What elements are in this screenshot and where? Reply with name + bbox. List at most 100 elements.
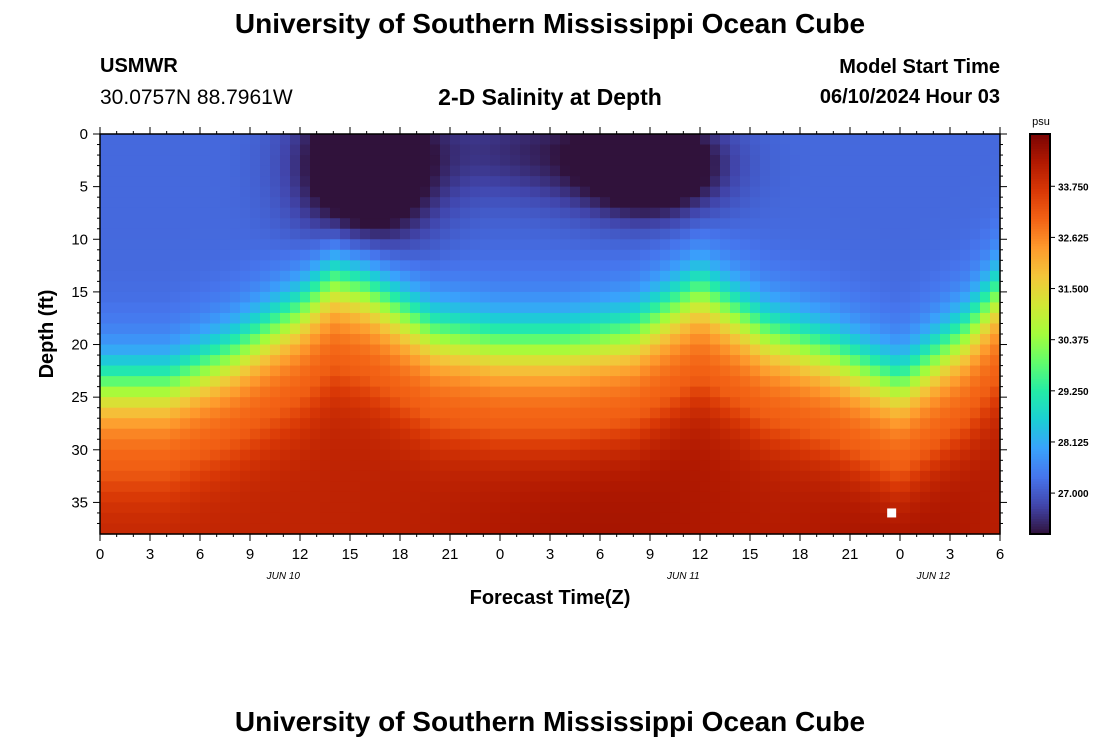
heatmap-cell	[970, 270, 981, 282]
heatmap-cell	[970, 155, 981, 167]
heatmap-cell	[430, 334, 441, 346]
heatmap-cell	[990, 512, 1001, 525]
heatmap-cell	[530, 239, 541, 251]
colorbar-segment	[1030, 246, 1050, 250]
heatmap-cell	[890, 312, 901, 325]
heatmap-cell	[770, 249, 781, 261]
heatmap-cell	[300, 176, 311, 188]
heatmap-cell	[870, 218, 881, 230]
heatmap-cell	[430, 323, 441, 335]
heatmap-cell	[270, 260, 281, 272]
heatmap-cell	[880, 260, 891, 272]
heatmap-cell	[640, 334, 651, 346]
heatmap-cell	[360, 481, 371, 493]
heatmap-cell	[210, 355, 221, 367]
heatmap-cell	[120, 523, 131, 535]
heatmap-cell	[100, 502, 111, 514]
heatmap-cell	[130, 428, 141, 440]
heatmap-cell	[100, 334, 111, 346]
heatmap-cell	[700, 218, 711, 230]
heatmap-cell	[540, 260, 551, 272]
heatmap-cell	[500, 239, 511, 251]
heatmap-cell	[280, 134, 291, 146]
heatmap-cell	[180, 355, 191, 367]
heatmap-cell	[950, 334, 961, 346]
heatmap-cell	[260, 155, 271, 167]
heatmap-cell	[300, 376, 311, 388]
heatmap-cell	[860, 281, 871, 293]
heatmap-cell	[310, 407, 321, 419]
heatmap-cell	[790, 207, 801, 219]
heatmap-cell	[240, 270, 251, 282]
heatmap-cell	[690, 449, 701, 461]
heatmap-cell	[680, 512, 691, 525]
heatmap-cell	[910, 460, 921, 472]
heatmap-cell	[170, 334, 181, 346]
heatmap-cell	[710, 481, 721, 493]
heatmap-cell	[150, 165, 161, 177]
heatmap-cell	[390, 281, 401, 293]
heatmap-cell	[260, 470, 271, 482]
heatmap-cell	[880, 460, 891, 472]
heatmap-cell	[710, 176, 721, 188]
chart-subtitle: 2-D Salinity at Depth	[438, 84, 662, 110]
heatmap-cell	[960, 155, 971, 167]
heatmap-cell	[910, 491, 921, 504]
heatmap-cell	[290, 491, 301, 504]
heatmap-cell	[770, 155, 781, 167]
heatmap-cell	[810, 176, 821, 188]
heatmap-cell	[440, 239, 451, 251]
heatmap-cell	[500, 523, 511, 535]
heatmap-cell	[540, 523, 551, 535]
heatmap-cell	[300, 334, 311, 346]
heatmap-cell	[470, 197, 481, 209]
heatmap-cell	[290, 228, 301, 240]
heatmap-cell	[470, 323, 481, 335]
heatmap-cell	[640, 134, 651, 146]
heatmap-cell	[210, 481, 221, 493]
heatmap-cell	[570, 291, 581, 304]
heatmap-cell	[810, 502, 821, 514]
colorbar-segment	[1030, 401, 1050, 405]
heatmap-cell	[910, 228, 921, 240]
colorbar-segment	[1030, 439, 1050, 443]
heatmap-cell	[550, 365, 561, 377]
heatmap-cell	[710, 491, 721, 504]
heatmap-cell	[680, 312, 691, 325]
heatmap-cell	[470, 418, 481, 430]
heatmap-cell	[180, 270, 191, 282]
heatmap-cell	[860, 418, 871, 430]
heatmap-cell	[600, 460, 611, 472]
heatmap-cell	[270, 197, 281, 209]
x-tick-label: 15	[742, 546, 759, 563]
heatmap-cell	[120, 418, 131, 430]
heatmap-cell	[610, 281, 621, 293]
heatmap-cell	[560, 155, 571, 167]
heatmap-cell	[840, 176, 851, 188]
heatmap-cell	[110, 491, 121, 504]
heatmap-cell	[530, 449, 541, 461]
heatmap-cell	[820, 491, 831, 504]
heatmap-cell	[540, 228, 551, 240]
heatmap-cell	[890, 523, 901, 535]
heatmap-cell	[240, 218, 251, 230]
heatmap-cell	[110, 281, 121, 293]
heatmap-cell	[110, 386, 121, 398]
heatmap-cell	[930, 144, 941, 156]
heatmap-cell	[780, 481, 791, 493]
heatmap-cell	[220, 491, 231, 504]
heatmap-cell	[310, 176, 321, 188]
heatmap-cell	[720, 176, 731, 188]
x-tick-label: 6	[596, 546, 604, 563]
heatmap-cell	[890, 334, 901, 346]
heatmap-cell	[250, 302, 261, 314]
heatmap-cell	[240, 449, 251, 461]
heatmap-cell	[490, 523, 501, 535]
heatmap-cell	[470, 460, 481, 472]
heatmap-cell	[850, 155, 861, 167]
heatmap-cell	[510, 449, 521, 461]
heatmap-cell	[520, 218, 531, 230]
heatmap-cell	[200, 512, 211, 525]
heatmap-cell	[770, 228, 781, 240]
heatmap-cell	[130, 344, 141, 356]
